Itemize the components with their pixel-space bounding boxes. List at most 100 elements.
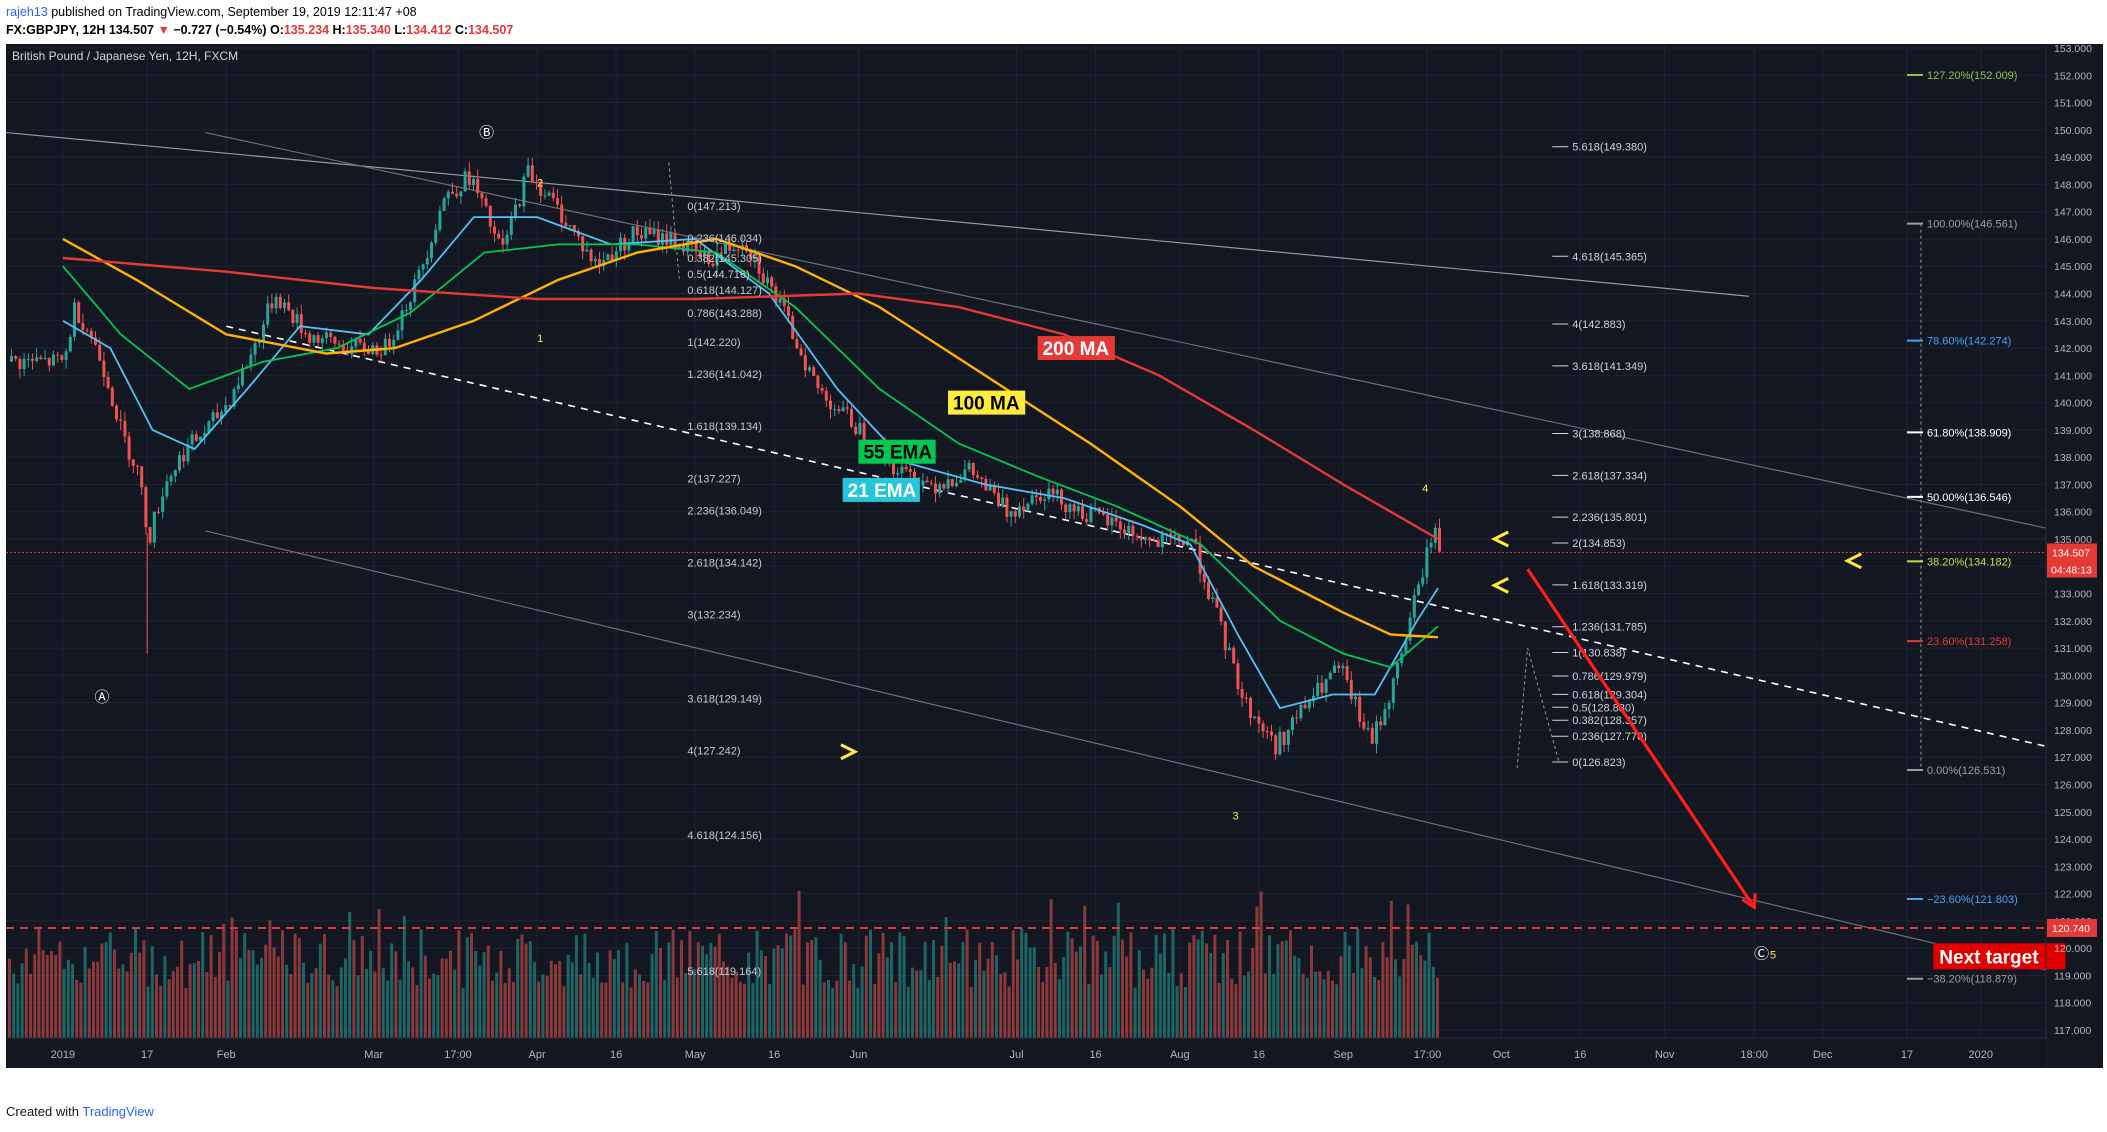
candle-body: [1396, 663, 1399, 679]
candle-body: [73, 302, 76, 337]
countdown-badge-text: 04:48:13: [2051, 564, 2092, 576]
fib-pct-label: 78.60%(142.274): [1927, 336, 2011, 348]
tradingview-logo[interactable]: TradingView: [82, 1104, 154, 1119]
candle-body: [1278, 731, 1282, 755]
yellow-arrow-icon: [1843, 552, 1862, 570]
fib-pct-label: 100.00%(146.561): [1927, 219, 2018, 231]
volume-bar: [465, 937, 469, 1038]
volume-bar: [1087, 983, 1091, 1038]
candle-body: [64, 351, 68, 360]
candle-body: [1110, 517, 1114, 526]
candle-body: [795, 339, 799, 349]
candle-body: [1391, 678, 1395, 703]
candle-body: [421, 264, 425, 270]
fib-left-label: 2.236(136.049): [687, 505, 762, 517]
volume-bar: [869, 929, 872, 1038]
candle-body: [26, 358, 30, 360]
volume-bar: [1158, 953, 1162, 1038]
candle-body: [1202, 573, 1206, 583]
volume-bar: [667, 942, 671, 1038]
volume-bar: [503, 983, 507, 1038]
candle-body: [824, 390, 828, 401]
candle-body: [68, 336, 72, 352]
volume-bar: [890, 942, 893, 1038]
time-axis-bg: [6, 1038, 2046, 1068]
candle-body: [1282, 731, 1286, 745]
candle-body: [430, 242, 433, 259]
volume-bar: [738, 981, 742, 1038]
candle-body: [459, 191, 463, 197]
volume-bar: [192, 963, 196, 1038]
candle-body: [220, 412, 223, 419]
candle-body: [1358, 696, 1362, 722]
price-axis-tick: 136.000: [2054, 507, 2092, 519]
volume-bar: [297, 938, 301, 1038]
chart-area[interactable]: 0(147.213) 0.236(146.034) 0.382(145.305) 0.…: [6, 44, 2103, 1068]
volume-bar: [159, 985, 163, 1038]
candle-body: [530, 165, 534, 183]
volume-bar: [587, 963, 591, 1038]
volume-bar: [818, 959, 822, 1038]
candle-body: [820, 388, 824, 391]
candle-body: [585, 249, 589, 252]
chart-canvas[interactable]: 0(147.213) 0.236(146.034) 0.382(145.305) 0.…: [6, 44, 2103, 1068]
fib-pct-label: 50.00%(136.546): [1927, 492, 2011, 504]
volume-bar: [843, 942, 847, 1038]
volume-bar: [12, 973, 16, 1038]
time-axis-tick: Sep: [1333, 1049, 1353, 1061]
candle-body: [56, 354, 60, 356]
volume-bar: [646, 982, 650, 1038]
volume-bar: [415, 984, 419, 1038]
volume-bar: [264, 944, 268, 1038]
volume-bar: [785, 933, 788, 1038]
price-axis-tick: 125.000: [2054, 807, 2092, 819]
candle-body: [841, 407, 845, 412]
volume-bar: [20, 963, 24, 1038]
candle-body: [518, 204, 522, 207]
fib-left-label: 0(147.213): [687, 201, 740, 213]
chart-title: British Pound / Japanese Yen, 12H, FXCM: [12, 49, 238, 63]
candle-body: [463, 171, 467, 192]
volume-bar: [113, 949, 116, 1038]
candle-body: [337, 343, 341, 345]
volume-bar: [759, 950, 763, 1038]
volume-bar: [957, 963, 961, 1038]
volume-bar: [604, 982, 608, 1038]
target-price-badge-text: 120.740: [2052, 923, 2090, 935]
volume-bar: [848, 980, 851, 1038]
candle-body: [308, 333, 312, 343]
candle-body: [812, 367, 816, 376]
candle-body: [896, 473, 900, 475]
volume-bar: [411, 967, 415, 1038]
candle-body: [803, 355, 807, 371]
candle-body: [652, 229, 656, 235]
volume-bar: [386, 980, 389, 1038]
author-link[interactable]: rajeh13: [6, 5, 48, 19]
volume-bar: [1179, 973, 1183, 1038]
candle-body: [556, 198, 559, 205]
candle-body: [1139, 536, 1143, 540]
ma-label-box: [1037, 336, 1115, 361]
volume-bar: [339, 967, 343, 1038]
volume-bar: [1137, 949, 1141, 1038]
volume-bar: [390, 943, 394, 1038]
volume-bar: [570, 962, 574, 1038]
fib-left-label: 2.618(134.142): [687, 557, 762, 569]
volume-bar: [730, 978, 734, 1038]
volume-bar: [1121, 939, 1124, 1038]
volume-bar: [684, 973, 688, 1038]
volume-bar: [234, 929, 238, 1038]
candle-body: [732, 249, 736, 251]
fib-pct-label: 38.20%(134.182): [1927, 556, 2011, 568]
candle-body: [1064, 504, 1068, 513]
candle-body: [383, 338, 387, 356]
volume-bar: [1163, 933, 1166, 1038]
candle-body: [1177, 535, 1181, 541]
volume-bar: [444, 958, 448, 1038]
candle-body: [476, 178, 480, 194]
candle-body: [1039, 496, 1042, 501]
candle-body: [278, 296, 282, 309]
candle-body: [148, 527, 152, 543]
candle-body: [1051, 488, 1055, 495]
candle-body: [724, 243, 727, 255]
